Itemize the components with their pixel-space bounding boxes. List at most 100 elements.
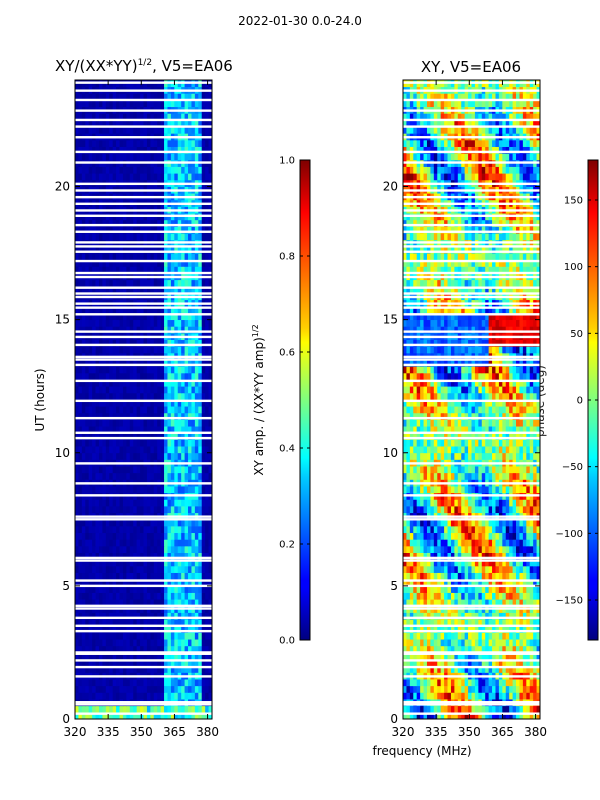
x-tick-label: 320 <box>64 725 87 739</box>
heatmap-cell <box>140 472 144 480</box>
heatmap-cell <box>136 552 141 560</box>
heatmap-cell <box>174 246 179 254</box>
heatmap-cell <box>201 372 206 380</box>
heatmap-cell <box>174 552 179 560</box>
heatmap-cell <box>461 665 466 673</box>
heatmap-cell <box>150 652 155 660</box>
heatmap-cell <box>177 506 182 514</box>
heatmap-cell <box>198 506 203 514</box>
heatmap-cell <box>78 266 83 274</box>
heatmap-cell <box>122 525 127 534</box>
heatmap-cell <box>78 379 83 387</box>
heatmap-cell <box>474 565 479 573</box>
heatmap-cell <box>167 619 172 627</box>
heatmap-cell <box>526 652 531 660</box>
heatmap-cell <box>143 665 148 673</box>
heatmap-cell <box>536 559 541 567</box>
heatmap-cell <box>116 679 120 687</box>
heatmap-cell <box>102 446 107 454</box>
heatmap-cell <box>509 685 513 693</box>
heatmap-cell <box>112 339 117 347</box>
heatmap-cell <box>194 119 199 127</box>
heatmap-cell <box>184 226 189 234</box>
heatmap-cell <box>153 113 158 121</box>
heatmap-cell <box>157 279 162 287</box>
heatmap-cell <box>505 705 510 713</box>
heatmap-cell <box>184 585 189 593</box>
heatmap-cell <box>505 579 510 587</box>
heatmap-cell <box>437 585 442 593</box>
heatmap-cell <box>75 452 79 460</box>
heatmap-cell <box>160 426 165 434</box>
flagged-row <box>75 379 212 383</box>
heatmap-cell <box>112 379 117 387</box>
heatmap-cell <box>146 432 151 440</box>
heatmap-cell <box>191 539 196 547</box>
heatmap-cell <box>498 559 503 567</box>
heatmap-cell <box>95 712 100 720</box>
heatmap-cell <box>150 592 155 600</box>
heatmap-cell <box>75 379 79 387</box>
heatmap-cell <box>420 665 424 673</box>
heatmap-cell <box>119 545 124 553</box>
heatmap-cell <box>157 532 162 540</box>
heatmap-cell <box>167 432 172 440</box>
heatmap-cell <box>167 532 172 540</box>
heatmap-cell <box>105 525 110 534</box>
heatmap-cell <box>98 372 103 380</box>
heatmap-cell <box>85 712 90 720</box>
heatmap-cell <box>160 219 165 227</box>
heatmap-cell <box>109 499 114 507</box>
heatmap-cell <box>184 679 189 687</box>
heatmap-cell <box>174 113 179 121</box>
heatmap-cell <box>157 619 162 627</box>
heatmap-cell <box>160 692 165 700</box>
heatmap-cell <box>143 153 148 161</box>
heatmap-cell <box>406 665 411 673</box>
heatmap-cell <box>205 545 209 553</box>
heatmap-cell <box>509 632 513 640</box>
heatmap-cell <box>102 412 107 420</box>
heatmap-cell <box>160 705 165 713</box>
heatmap-cell <box>174 525 179 534</box>
heatmap-cell <box>174 312 179 321</box>
heatmap-cell <box>447 579 452 587</box>
heatmap-cell <box>81 306 86 314</box>
heatmap-cell <box>194 446 199 454</box>
heatmap-cell <box>88 419 93 427</box>
heatmap-cell <box>184 685 189 693</box>
heatmap-cell <box>177 552 182 560</box>
heatmap-cell <box>109 366 114 374</box>
heatmap-cell <box>133 705 138 713</box>
heatmap-cell <box>150 219 155 227</box>
heatmap-cell <box>102 419 107 427</box>
heatmap-cell <box>160 552 165 560</box>
heatmap-cell <box>450 639 455 647</box>
heatmap-cell <box>112 326 117 334</box>
heatmap-cell <box>136 379 141 387</box>
heatmap-cell <box>116 579 120 587</box>
heatmap-cell <box>208 619 213 627</box>
heatmap-cell <box>194 599 199 607</box>
heatmap-cell <box>454 659 459 667</box>
heatmap-cell <box>102 452 107 460</box>
heatmap-cell <box>78 446 83 454</box>
heatmap-cell <box>191 639 196 647</box>
heatmap-cell <box>485 592 490 600</box>
heatmap-cell <box>95 233 100 241</box>
heatmap-cell <box>177 599 182 607</box>
heatmap-cell <box>170 679 175 687</box>
heatmap-cell <box>461 692 466 700</box>
heatmap-cell <box>85 452 90 460</box>
heatmap-cell <box>92 226 96 234</box>
heatmap-cell <box>95 519 100 527</box>
heatmap-cell <box>457 652 462 660</box>
heatmap-cell <box>461 645 466 653</box>
heatmap-cell <box>157 432 162 440</box>
heatmap-cell <box>191 486 196 494</box>
heatmap-cell <box>420 559 424 567</box>
heatmap-cell <box>194 652 199 660</box>
heatmap-cell <box>102 572 107 580</box>
heatmap-cell <box>102 652 107 660</box>
flagged-row <box>75 604 212 608</box>
